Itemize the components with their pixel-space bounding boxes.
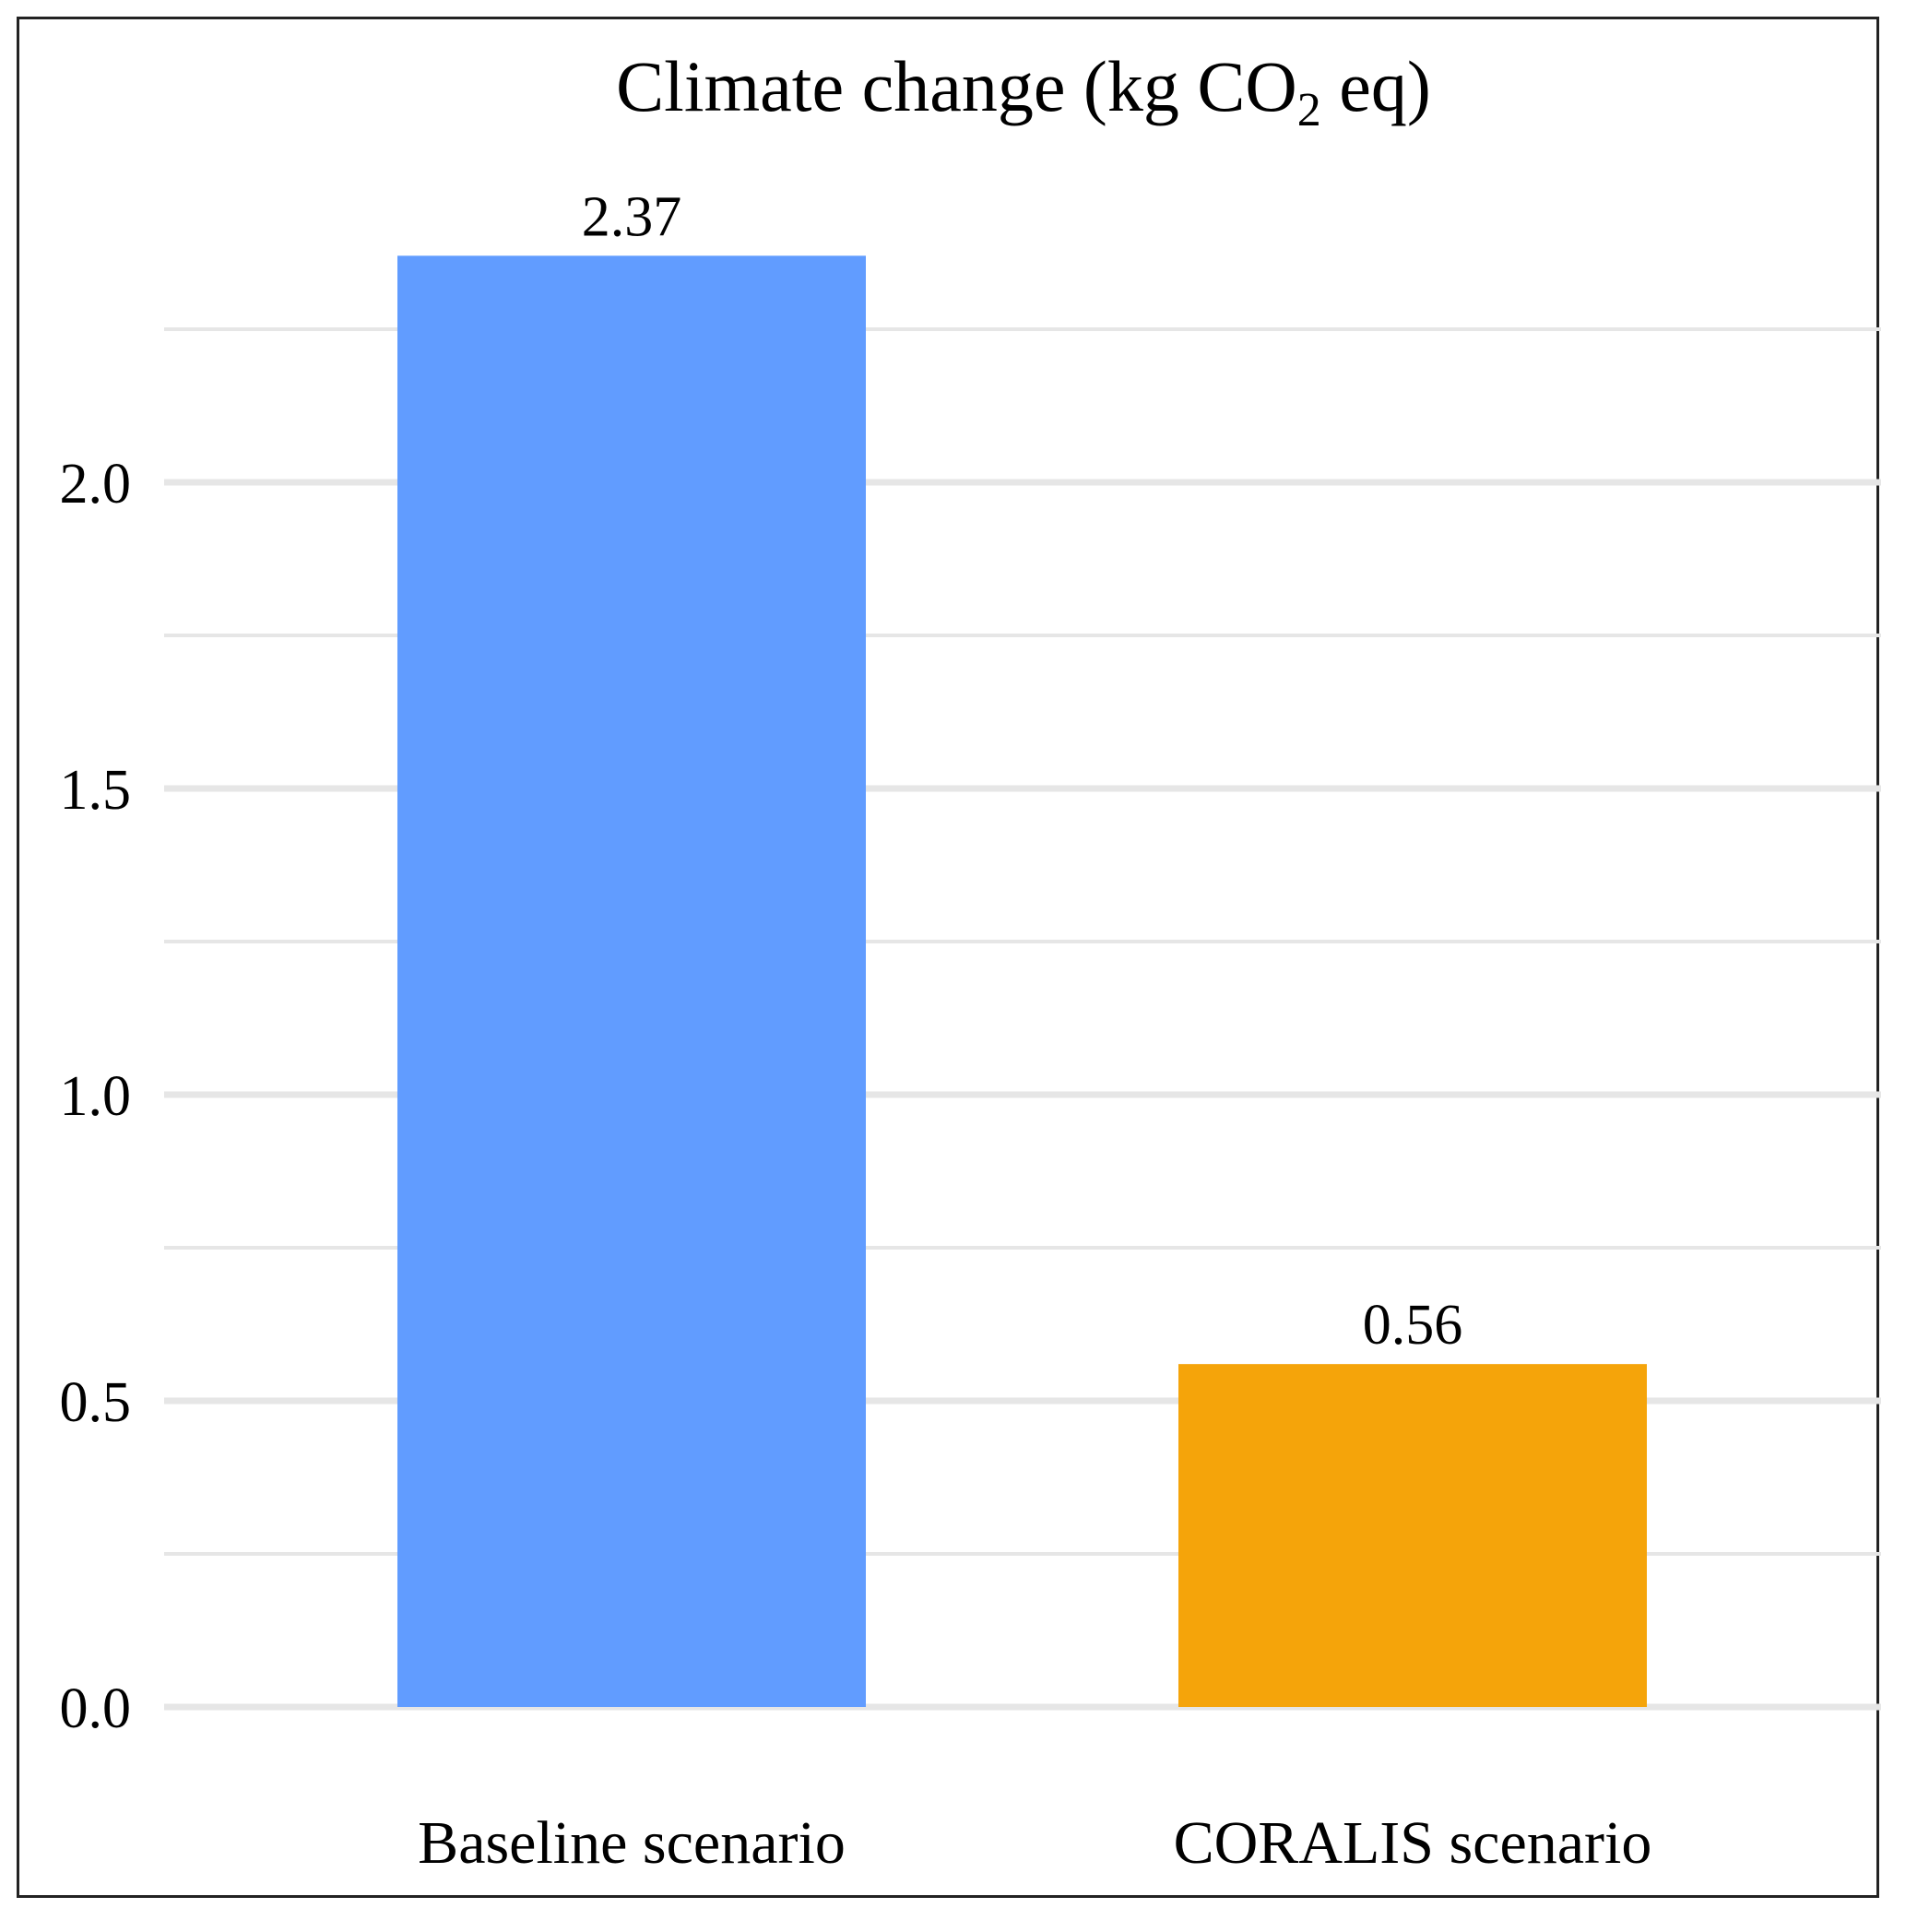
- data-label: 0.56: [1363, 1294, 1463, 1357]
- chart-title: Climate change (kg CO2 eq): [616, 46, 1431, 136]
- x-category-label: Baseline scenario: [418, 1809, 846, 1877]
- y-tick-label: 0.0: [60, 1677, 132, 1740]
- chart-title-subscript: 2: [1297, 84, 1321, 136]
- chart-title-main: Climate change (kg CO: [616, 46, 1297, 126]
- x-category-label: CORALIS scenario: [1174, 1809, 1652, 1877]
- y-tick-label: 1.0: [60, 1065, 132, 1128]
- y-tick-label: 0.5: [60, 1371, 132, 1434]
- data-labels: 2.37 0.56: [582, 185, 1463, 1357]
- y-tick-label: 2.0: [60, 453, 132, 516]
- data-label: 2.37: [582, 185, 682, 248]
- bar: [1178, 1364, 1647, 1707]
- chart-title-suffix: eq): [1321, 46, 1431, 126]
- y-tick-label: 1.5: [60, 759, 132, 822]
- category-labels: Baseline scenario CORALIS scenario: [418, 1809, 1651, 1877]
- bars: [397, 255, 1647, 1707]
- bar: [397, 255, 866, 1707]
- y-axis-ticks: 0.0 0.5 1.0 1.5 2.0: [60, 453, 132, 1740]
